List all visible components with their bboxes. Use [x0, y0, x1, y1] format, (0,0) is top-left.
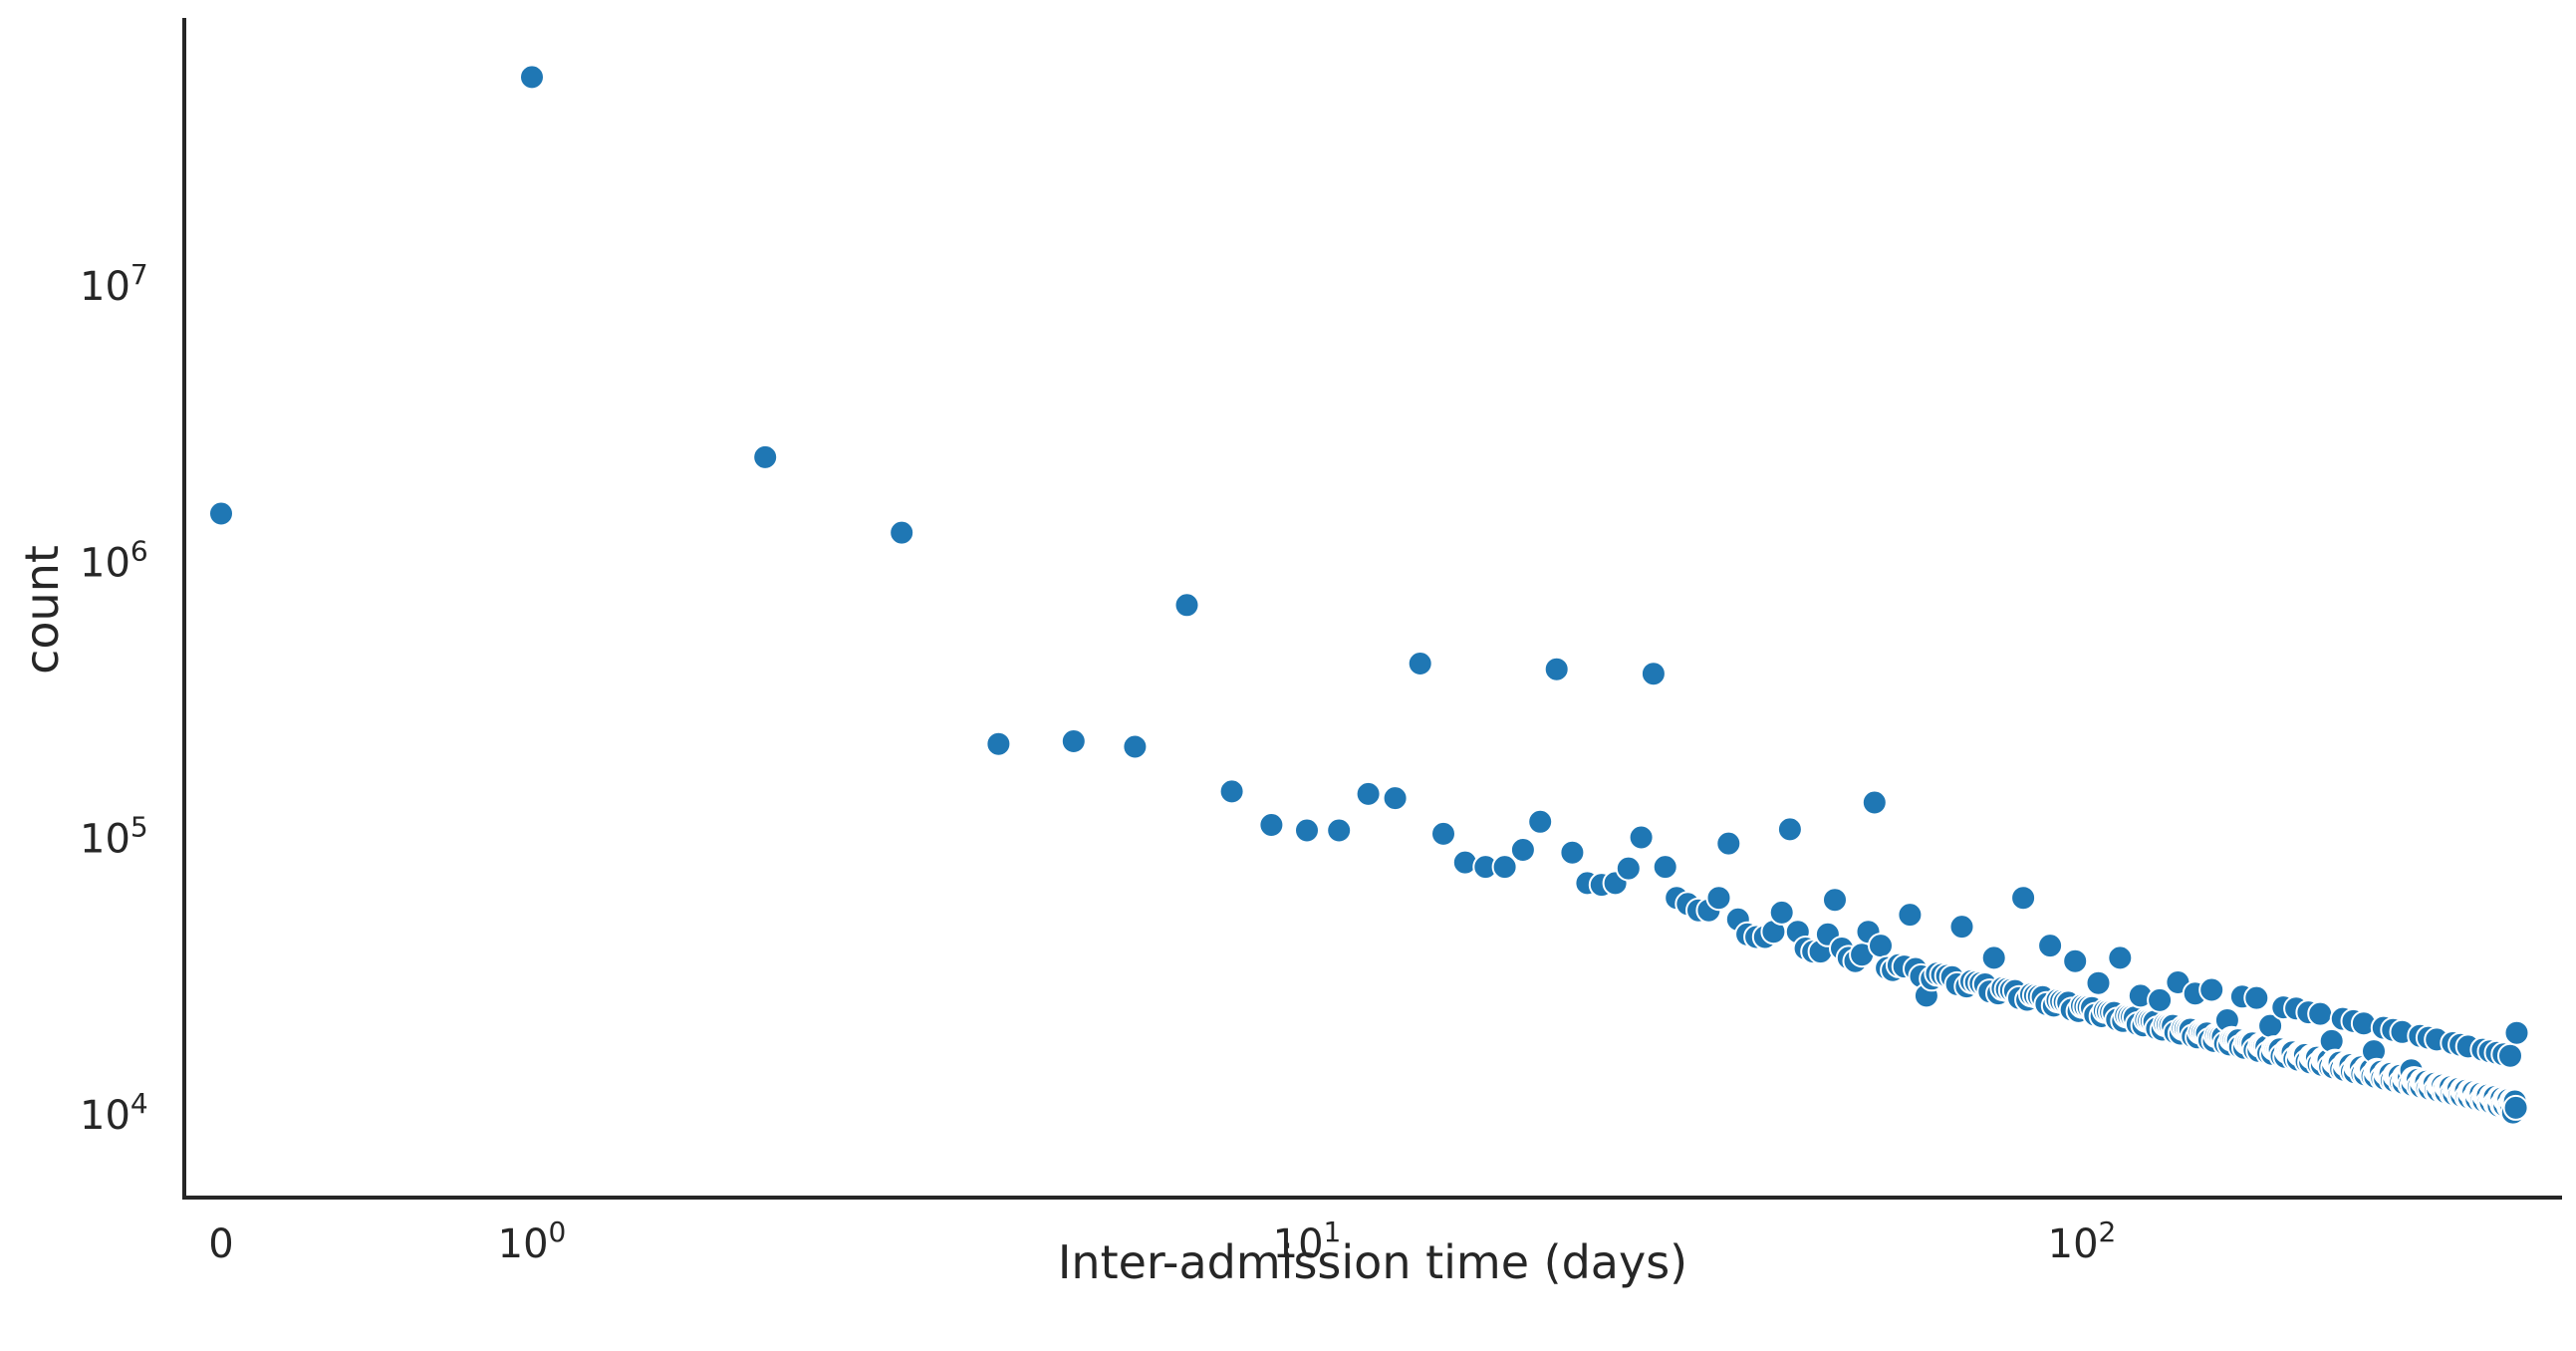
y-tick-label: 105 — [80, 811, 148, 863]
data-point — [2198, 976, 2225, 1003]
data-point — [2010, 885, 2037, 912]
data-point — [1715, 830, 1742, 857]
data-point — [1294, 817, 1320, 844]
x-tick-label: 100 — [498, 1216, 567, 1267]
x-tick-label: 101 — [1273, 1216, 1342, 1267]
data-point — [1543, 656, 1570, 682]
data-point — [985, 730, 1012, 757]
data-point — [1868, 933, 1894, 959]
data-point — [1776, 816, 1803, 843]
data-point — [1430, 820, 1456, 847]
data-point — [519, 64, 545, 91]
data-point — [1652, 854, 1678, 881]
data-point — [1705, 885, 1732, 912]
data-point — [2503, 1019, 2530, 1046]
y-axis-label: count — [15, 545, 69, 675]
data-point — [1355, 780, 1382, 807]
x-tick-labels: 0 100 101 102 — [208, 1216, 2116, 1267]
data-point — [2307, 1000, 2334, 1027]
data-point — [1559, 839, 1586, 866]
data-point — [2062, 947, 2089, 974]
data-point — [1628, 824, 1655, 851]
data-point — [1491, 854, 1518, 881]
data-point — [1615, 855, 1642, 882]
data-point — [2085, 969, 2112, 996]
y-tick-label: 106 — [80, 534, 148, 586]
y-tick-label: 107 — [80, 258, 148, 310]
data-point — [208, 500, 234, 527]
data-point — [2037, 933, 2064, 959]
data-point — [1948, 914, 1975, 941]
data-point — [1861, 789, 1888, 816]
data-point — [1060, 728, 1087, 754]
data-point — [2497, 1042, 2523, 1069]
x-tick-label: 0 — [208, 1221, 233, 1267]
data-point — [1258, 812, 1285, 838]
y-tick-label: 104 — [80, 1087, 148, 1139]
data-point — [1173, 592, 1200, 619]
data-point — [1527, 808, 1554, 835]
y-tick-labels: 104 105 106 107 — [80, 258, 148, 1139]
data-point — [1218, 778, 1245, 805]
data-point — [1122, 733, 1149, 760]
data-point — [1822, 887, 1848, 914]
data-point — [2147, 986, 2174, 1013]
data-point — [2107, 945, 2134, 971]
data-point — [1768, 899, 1795, 926]
data-point — [2502, 1094, 2529, 1121]
data-point — [752, 443, 779, 470]
x-tick-label: 102 — [2048, 1216, 2117, 1267]
data-point — [1382, 785, 1409, 812]
data-point — [889, 519, 915, 546]
data-point — [1980, 945, 2007, 971]
x-axis-label: Inter-admission time (days) — [1058, 1235, 1687, 1289]
data-point — [1640, 661, 1667, 687]
data-point — [1326, 817, 1353, 844]
data-points — [208, 64, 2530, 1126]
data-point — [1897, 902, 1924, 929]
data-point — [1407, 651, 1433, 676]
data-point — [1509, 837, 1536, 863]
data-point — [2243, 984, 2270, 1011]
